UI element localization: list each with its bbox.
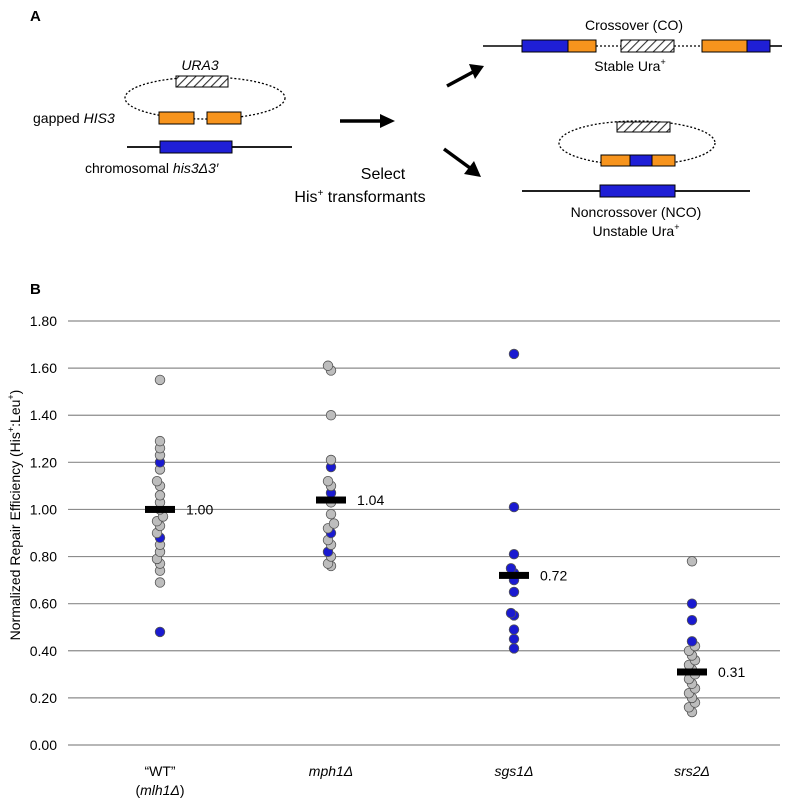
select-text-line1: Select [361,166,406,183]
nco-ura3-box [616,121,671,133]
data-point [325,508,337,520]
data-point [154,374,166,386]
y-tick-label: 1.20 [30,454,57,470]
y-tick-label: 0.40 [30,643,57,659]
data-point [325,410,337,421]
co-blue-right [746,39,771,53]
co-arrowhead [469,64,484,79]
y-tick-label: 0.20 [30,690,57,706]
data-point [325,454,337,466]
ura3-marker-box [175,75,229,88]
chromosomal-his3-label: chromosomal his3Δ3′ [85,160,220,176]
mean-value-label: 1.00 [186,501,213,517]
co-orange-right [701,39,748,53]
mean-bar [316,496,346,504]
data-point [686,636,698,647]
gapped-his3-left-segment [158,111,195,125]
data-point [508,348,520,360]
crossover-title: Crossover (CO) [585,17,683,33]
y-tick-label: 1.80 [30,313,57,329]
data-point [508,624,520,635]
chromosomal-his3-block [159,140,233,154]
data-point [154,435,166,447]
mean-value-label: 1.04 [357,492,384,508]
grid-layer [68,320,780,746]
data-point [686,556,698,567]
category-label: “WT” [144,763,175,779]
category-label: sgs1Δ [495,763,534,779]
mean-bar [499,571,529,579]
noncrossover-title: Noncrossover (NCO) [571,204,702,220]
y-tick-labels: 0.00 0.20 0.40 0.60 0.80 1.00 1.20 1.40 1.60 1.80 [30,313,57,753]
data-point [154,626,166,638]
gapped-his3-right-segment [206,111,242,125]
data-point [154,577,166,588]
nco-orange-right [651,154,676,167]
panel-a-label: A [30,8,41,25]
noncrossover-subtitle: Unstable Ura+ [593,222,680,239]
data-point [322,475,334,487]
panel-b-label: B [30,281,41,298]
selection-arrowhead [380,114,395,128]
mean-bar [145,505,175,513]
mean-value-label: 0.72 [540,567,567,583]
data-point [505,563,517,574]
data-point [508,643,520,654]
mean-layer: 1.00 1.04 0.72 0.31 [145,492,745,680]
ura3-label: URA3 [181,57,219,73]
y-tick-label: 1.60 [30,360,57,376]
data-point [686,598,698,609]
mean-value-label: 0.31 [718,664,745,680]
crossover-subtitle: Stable Ura+ [594,57,665,74]
nco-chromosomal-block [599,184,676,198]
y-tick-label: 0.60 [30,596,57,612]
gapped-plasmid-circle [124,76,286,120]
nco-arrow [442,147,472,170]
data-point [508,549,520,560]
nco-blue-middle [629,154,653,167]
nco-orange-left [600,154,631,167]
data-point [505,607,517,619]
data-point [154,490,166,501]
co-orange-left [567,39,597,53]
data-point [508,586,520,598]
y-tick-label: 0.00 [30,737,57,753]
mean-bar [677,668,707,676]
panel-a: A URA3 gapped HIS3 chromosomal his3Δ3′ S… [30,8,782,239]
data-point [322,360,334,371]
x-category-labels: “WT” (mlh1Δ) mph1Δ sgs1Δ srs2Δ [135,763,709,798]
co-blue-left [521,39,569,53]
points-layer [151,348,701,718]
data-point [686,614,698,626]
data-point [328,518,340,529]
y-tick-label: 1.00 [30,501,57,517]
co-ura3-box [620,39,675,53]
y-tick-label: 0.80 [30,549,57,565]
y-axis-label: Normalized Repair Efficiency (His+:Leu+) [6,390,23,641]
data-point [508,501,520,513]
category-label-line2: (mlh1Δ) [135,782,184,798]
category-label: srs2Δ [674,763,710,779]
y-tick-label: 1.40 [30,407,57,423]
repair-efficiency-chart: 0.00 0.20 0.40 0.60 0.80 1.00 1.20 1.40 1.60 1.80… [6,313,780,798]
data-point [151,475,163,487]
data-point [508,633,520,645]
co-arrow [446,70,474,88]
select-text-line2: His+ transformants [294,188,425,206]
nco-arrowhead [464,161,481,177]
gapped-his3-label: gapped HIS3 [33,110,115,126]
category-label: mph1Δ [309,763,353,779]
